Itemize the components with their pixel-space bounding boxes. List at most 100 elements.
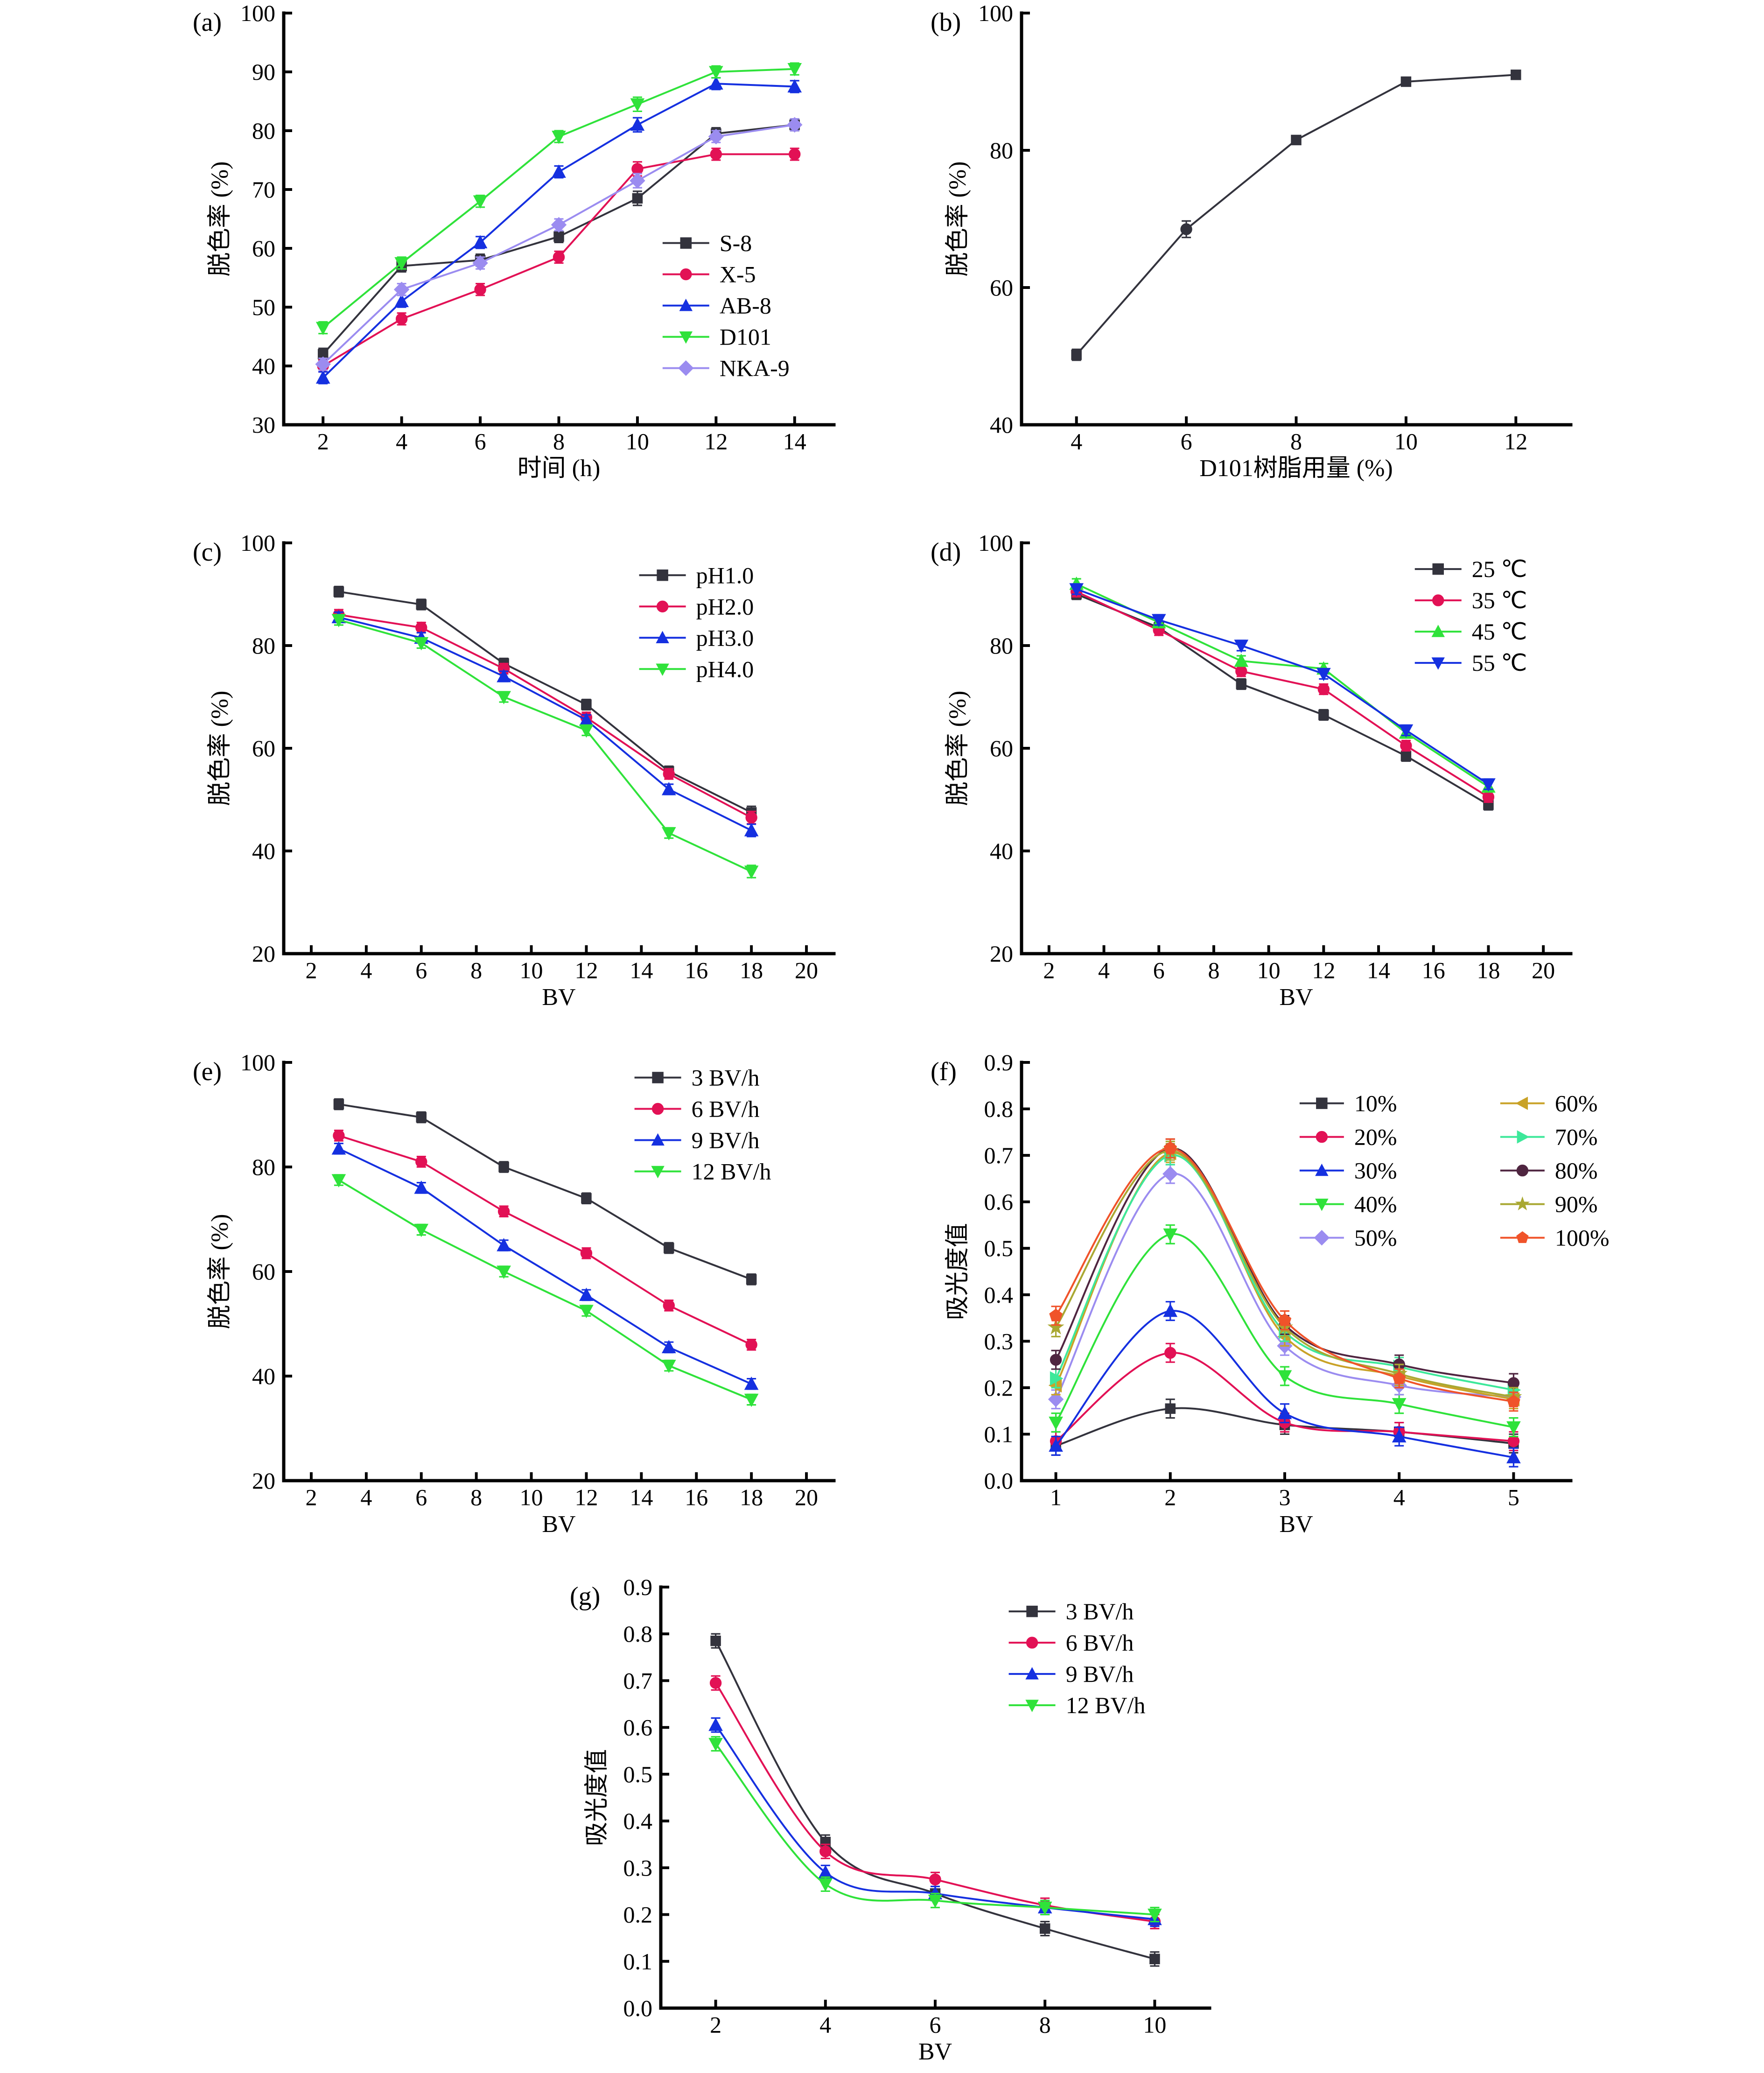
svg-text:20: 20 [795, 957, 818, 984]
svg-text:D101树脂用量 (%): D101树脂用量 (%) [1199, 455, 1393, 482]
svg-text:100%: 100% [1555, 1225, 1610, 1251]
svg-text:40: 40 [252, 1363, 275, 1389]
svg-text:D101: D101 [720, 324, 771, 350]
svg-text:9 BV/h: 9 BV/h [692, 1127, 760, 1153]
svg-text:0.5: 0.5 [623, 1761, 653, 1787]
svg-text:45 ℃: 45 ℃ [1472, 618, 1527, 645]
svg-text:0.3: 0.3 [623, 1855, 653, 1881]
svg-text:0.0: 0.0 [984, 1468, 1014, 1494]
svg-text:6: 6 [1153, 957, 1165, 984]
svg-text:40: 40 [252, 838, 275, 864]
svg-text:40: 40 [990, 412, 1013, 438]
svg-text:8: 8 [1290, 429, 1302, 455]
svg-text:(e): (e) [193, 1057, 222, 1086]
svg-text:脱色率 (%): 脱色率 (%) [945, 691, 971, 806]
svg-text:20: 20 [252, 1468, 275, 1494]
svg-text:10: 10 [1257, 957, 1281, 984]
svg-text:25 ℃: 25 ℃ [1472, 556, 1527, 582]
svg-text:30%: 30% [1354, 1158, 1397, 1184]
svg-text:8: 8 [553, 429, 565, 455]
svg-text:50: 50 [252, 294, 275, 320]
svg-text:55 ℃: 55 ℃ [1472, 650, 1527, 676]
svg-text:BV: BV [542, 984, 575, 1011]
svg-text:60: 60 [252, 735, 275, 761]
svg-text:脱色率 (%): 脱色率 (%) [207, 1214, 233, 1329]
svg-text:脱色率 (%): 脱色率 (%) [207, 162, 233, 277]
svg-text:0.1: 0.1 [984, 1421, 1014, 1447]
svg-text:6 BV/h: 6 BV/h [692, 1096, 760, 1122]
svg-text:10: 10 [1394, 429, 1418, 455]
svg-text:100: 100 [240, 1053, 275, 1075]
svg-text:2: 2 [317, 429, 329, 455]
svg-text:(c): (c) [193, 538, 222, 567]
svg-text:14: 14 [1367, 957, 1390, 984]
svg-text:12: 12 [1504, 429, 1527, 455]
svg-text:60: 60 [990, 735, 1013, 761]
svg-text:8: 8 [1208, 957, 1219, 984]
svg-text:吸光度值: 吸光度值 [584, 1749, 610, 1846]
svg-text:BV: BV [918, 2038, 952, 2065]
svg-text:10%: 10% [1354, 1090, 1397, 1117]
svg-text:8: 8 [1039, 2012, 1051, 2038]
svg-text:0.8: 0.8 [623, 1621, 653, 1647]
svg-text:0.1: 0.1 [623, 1948, 653, 1975]
svg-text:(d): (d) [931, 538, 961, 567]
svg-text:16: 16 [1422, 957, 1445, 984]
svg-text:BV: BV [542, 1511, 575, 1538]
svg-text:2: 2 [305, 957, 317, 984]
svg-text:pH2.0: pH2.0 [696, 593, 754, 619]
svg-text:3 BV/h: 3 BV/h [1066, 1598, 1134, 1624]
svg-text:0.3: 0.3 [984, 1328, 1014, 1354]
svg-text:6: 6 [475, 429, 486, 455]
svg-text:4: 4 [1393, 1484, 1405, 1511]
svg-text:18: 18 [740, 1484, 763, 1511]
svg-text:4: 4 [360, 957, 372, 984]
svg-text:100: 100 [240, 532, 275, 556]
svg-text:0.0: 0.0 [623, 1995, 653, 2021]
svg-text:4: 4 [396, 429, 407, 455]
svg-text:0.8: 0.8 [984, 1096, 1014, 1122]
svg-text:5: 5 [1508, 1484, 1519, 1511]
svg-text:pH4.0: pH4.0 [696, 656, 754, 682]
svg-text:14: 14 [783, 429, 806, 455]
svg-text:0.5: 0.5 [984, 1235, 1014, 1261]
svg-text:12: 12 [704, 429, 728, 455]
svg-text:20: 20 [252, 941, 275, 967]
svg-text:0.7: 0.7 [623, 1667, 653, 1694]
svg-text:100: 100 [978, 532, 1013, 556]
svg-text:(f): (f) [931, 1057, 957, 1086]
svg-text:20%: 20% [1354, 1124, 1397, 1150]
svg-text:80: 80 [990, 137, 1013, 163]
svg-text:50%: 50% [1354, 1225, 1397, 1251]
svg-text:80: 80 [252, 632, 275, 659]
svg-text:12 BV/h: 12 BV/h [1066, 1692, 1146, 1718]
svg-text:10: 10 [520, 957, 543, 984]
svg-text:6: 6 [1181, 429, 1192, 455]
svg-text:6: 6 [415, 1484, 427, 1511]
svg-text:0.9: 0.9 [984, 1053, 1014, 1075]
svg-text:18: 18 [1477, 957, 1500, 984]
svg-text:脱色率 (%): 脱色率 (%) [945, 162, 971, 277]
svg-text:70%: 70% [1555, 1124, 1598, 1150]
svg-text:BV: BV [1279, 1511, 1313, 1538]
svg-text:60: 60 [252, 235, 275, 261]
svg-text:14: 14 [630, 1484, 653, 1511]
svg-text:12: 12 [1312, 957, 1335, 984]
svg-text:3 BV/h: 3 BV/h [692, 1064, 760, 1090]
svg-text:18: 18 [740, 957, 763, 984]
svg-text:S-8: S-8 [720, 230, 752, 256]
svg-text:20: 20 [795, 1484, 818, 1511]
svg-text:NKA-9: NKA-9 [720, 355, 790, 381]
svg-text:12: 12 [574, 1484, 598, 1511]
svg-text:X-5: X-5 [720, 261, 756, 288]
svg-text:3: 3 [1279, 1484, 1290, 1511]
svg-text:70: 70 [252, 176, 275, 203]
svg-text:2: 2 [710, 2012, 721, 2038]
svg-text:100: 100 [240, 5, 275, 26]
svg-text:4: 4 [360, 1484, 372, 1511]
svg-text:80: 80 [252, 1154, 275, 1180]
svg-text:60: 60 [990, 274, 1013, 301]
svg-text:2: 2 [305, 1484, 317, 1511]
svg-text:6: 6 [930, 2012, 941, 2038]
svg-text:1: 1 [1050, 1484, 1062, 1511]
